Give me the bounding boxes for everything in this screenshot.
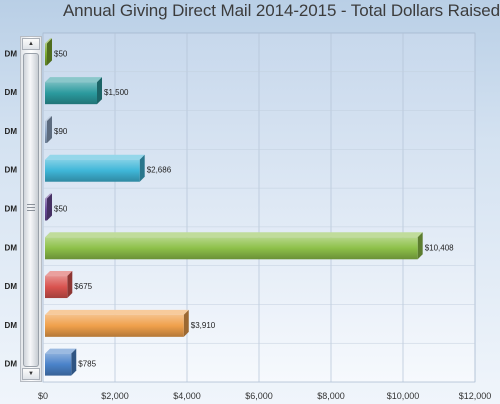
bar-front-face [45, 314, 184, 337]
bar[interactable] [45, 271, 73, 299]
bar-front-face [45, 159, 140, 182]
data-label: $2,686 [147, 166, 172, 175]
bar-top-face [45, 348, 77, 354]
grip-line [27, 207, 35, 208]
bar-front-face [45, 120, 47, 143]
bar-front-face [45, 276, 68, 299]
category-label: DM [5, 360, 18, 369]
category-label: DM [5, 321, 18, 330]
data-label: $50 [54, 205, 68, 214]
bar-top-face [45, 38, 52, 44]
chart-title: Annual Giving Direct Mail 2014-2015 - To… [62, 1, 500, 20]
bar-side-face [417, 232, 423, 260]
x-tick-label: $8,000 [317, 391, 345, 401]
x-tick-label: $12,000 [459, 391, 492, 401]
bar-side-face [47, 115, 52, 143]
category-label: DM [5, 49, 18, 58]
gridlines [42, 33, 476, 382]
x-tick-label: $2,000 [101, 391, 129, 401]
bar[interactable] [45, 193, 52, 221]
bar-top-face [45, 271, 73, 277]
data-label: $1,500 [104, 88, 129, 97]
bar-top-face [45, 115, 52, 121]
bar-side-face [139, 154, 145, 182]
bar[interactable] [45, 348, 77, 376]
scroll-up-icon[interactable]: ▲ [22, 38, 40, 50]
category-label: DM [5, 166, 18, 175]
bar-front-face [45, 198, 47, 221]
bar-side-face [47, 193, 52, 221]
bar-side-face [47, 38, 52, 66]
grip-line [27, 210, 35, 211]
bar-side-face [97, 77, 102, 105]
bar-front-face [45, 237, 418, 260]
bars: $50 $1,500 $90 $2,686 $50 $10,408 $675 $3,910 $7… [45, 38, 454, 376]
x-tick-label: $4,000 [173, 391, 201, 401]
data-label: $3,910 [191, 321, 216, 330]
x-tick-label: $0 [38, 391, 48, 401]
bar-top-face [45, 309, 189, 315]
category-label: DM [5, 127, 18, 136]
bar[interactable] [45, 38, 52, 66]
x-tick-label: $10,000 [387, 391, 420, 401]
bar[interactable] [45, 77, 102, 105]
category-labels: DM DM DM DM DM DM DM DM DM [5, 49, 18, 368]
bar-top-face [45, 232, 423, 238]
bar[interactable] [45, 154, 145, 182]
data-label: $785 [78, 360, 96, 369]
category-label: DM [5, 88, 18, 97]
bar-front-face [45, 82, 97, 105]
bar[interactable] [45, 232, 423, 260]
bar-top-face [45, 193, 52, 199]
data-label: $50 [54, 49, 68, 58]
category-label: DM [5, 282, 18, 291]
data-label: $675 [74, 282, 92, 291]
bar[interactable] [45, 309, 189, 337]
grip-line [27, 204, 35, 205]
x-tick-labels: $0 $2,000 $4,000 $6,000 $8,000 $10,000 $12,000 [38, 391, 491, 401]
bar-side-face [67, 271, 73, 299]
scrollbar-thumb[interactable] [23, 53, 39, 367]
bar[interactable] [45, 115, 52, 143]
vertical-scrollbar[interactable]: ▲ ▼ [20, 36, 42, 382]
bar-side-face [183, 309, 189, 337]
data-label: $90 [54, 127, 68, 136]
bar-side-face [71, 348, 77, 376]
bar-top-face [45, 154, 145, 160]
category-label: DM [5, 243, 18, 252]
scroll-down-icon[interactable]: ▼ [22, 368, 40, 380]
bar-front-face [45, 353, 72, 376]
x-tick-label: $6,000 [245, 391, 273, 401]
bar-top-face [45, 77, 102, 83]
data-label: $10,408 [425, 243, 454, 252]
bar-front-face [45, 43, 47, 66]
category-label: DM [5, 205, 18, 214]
